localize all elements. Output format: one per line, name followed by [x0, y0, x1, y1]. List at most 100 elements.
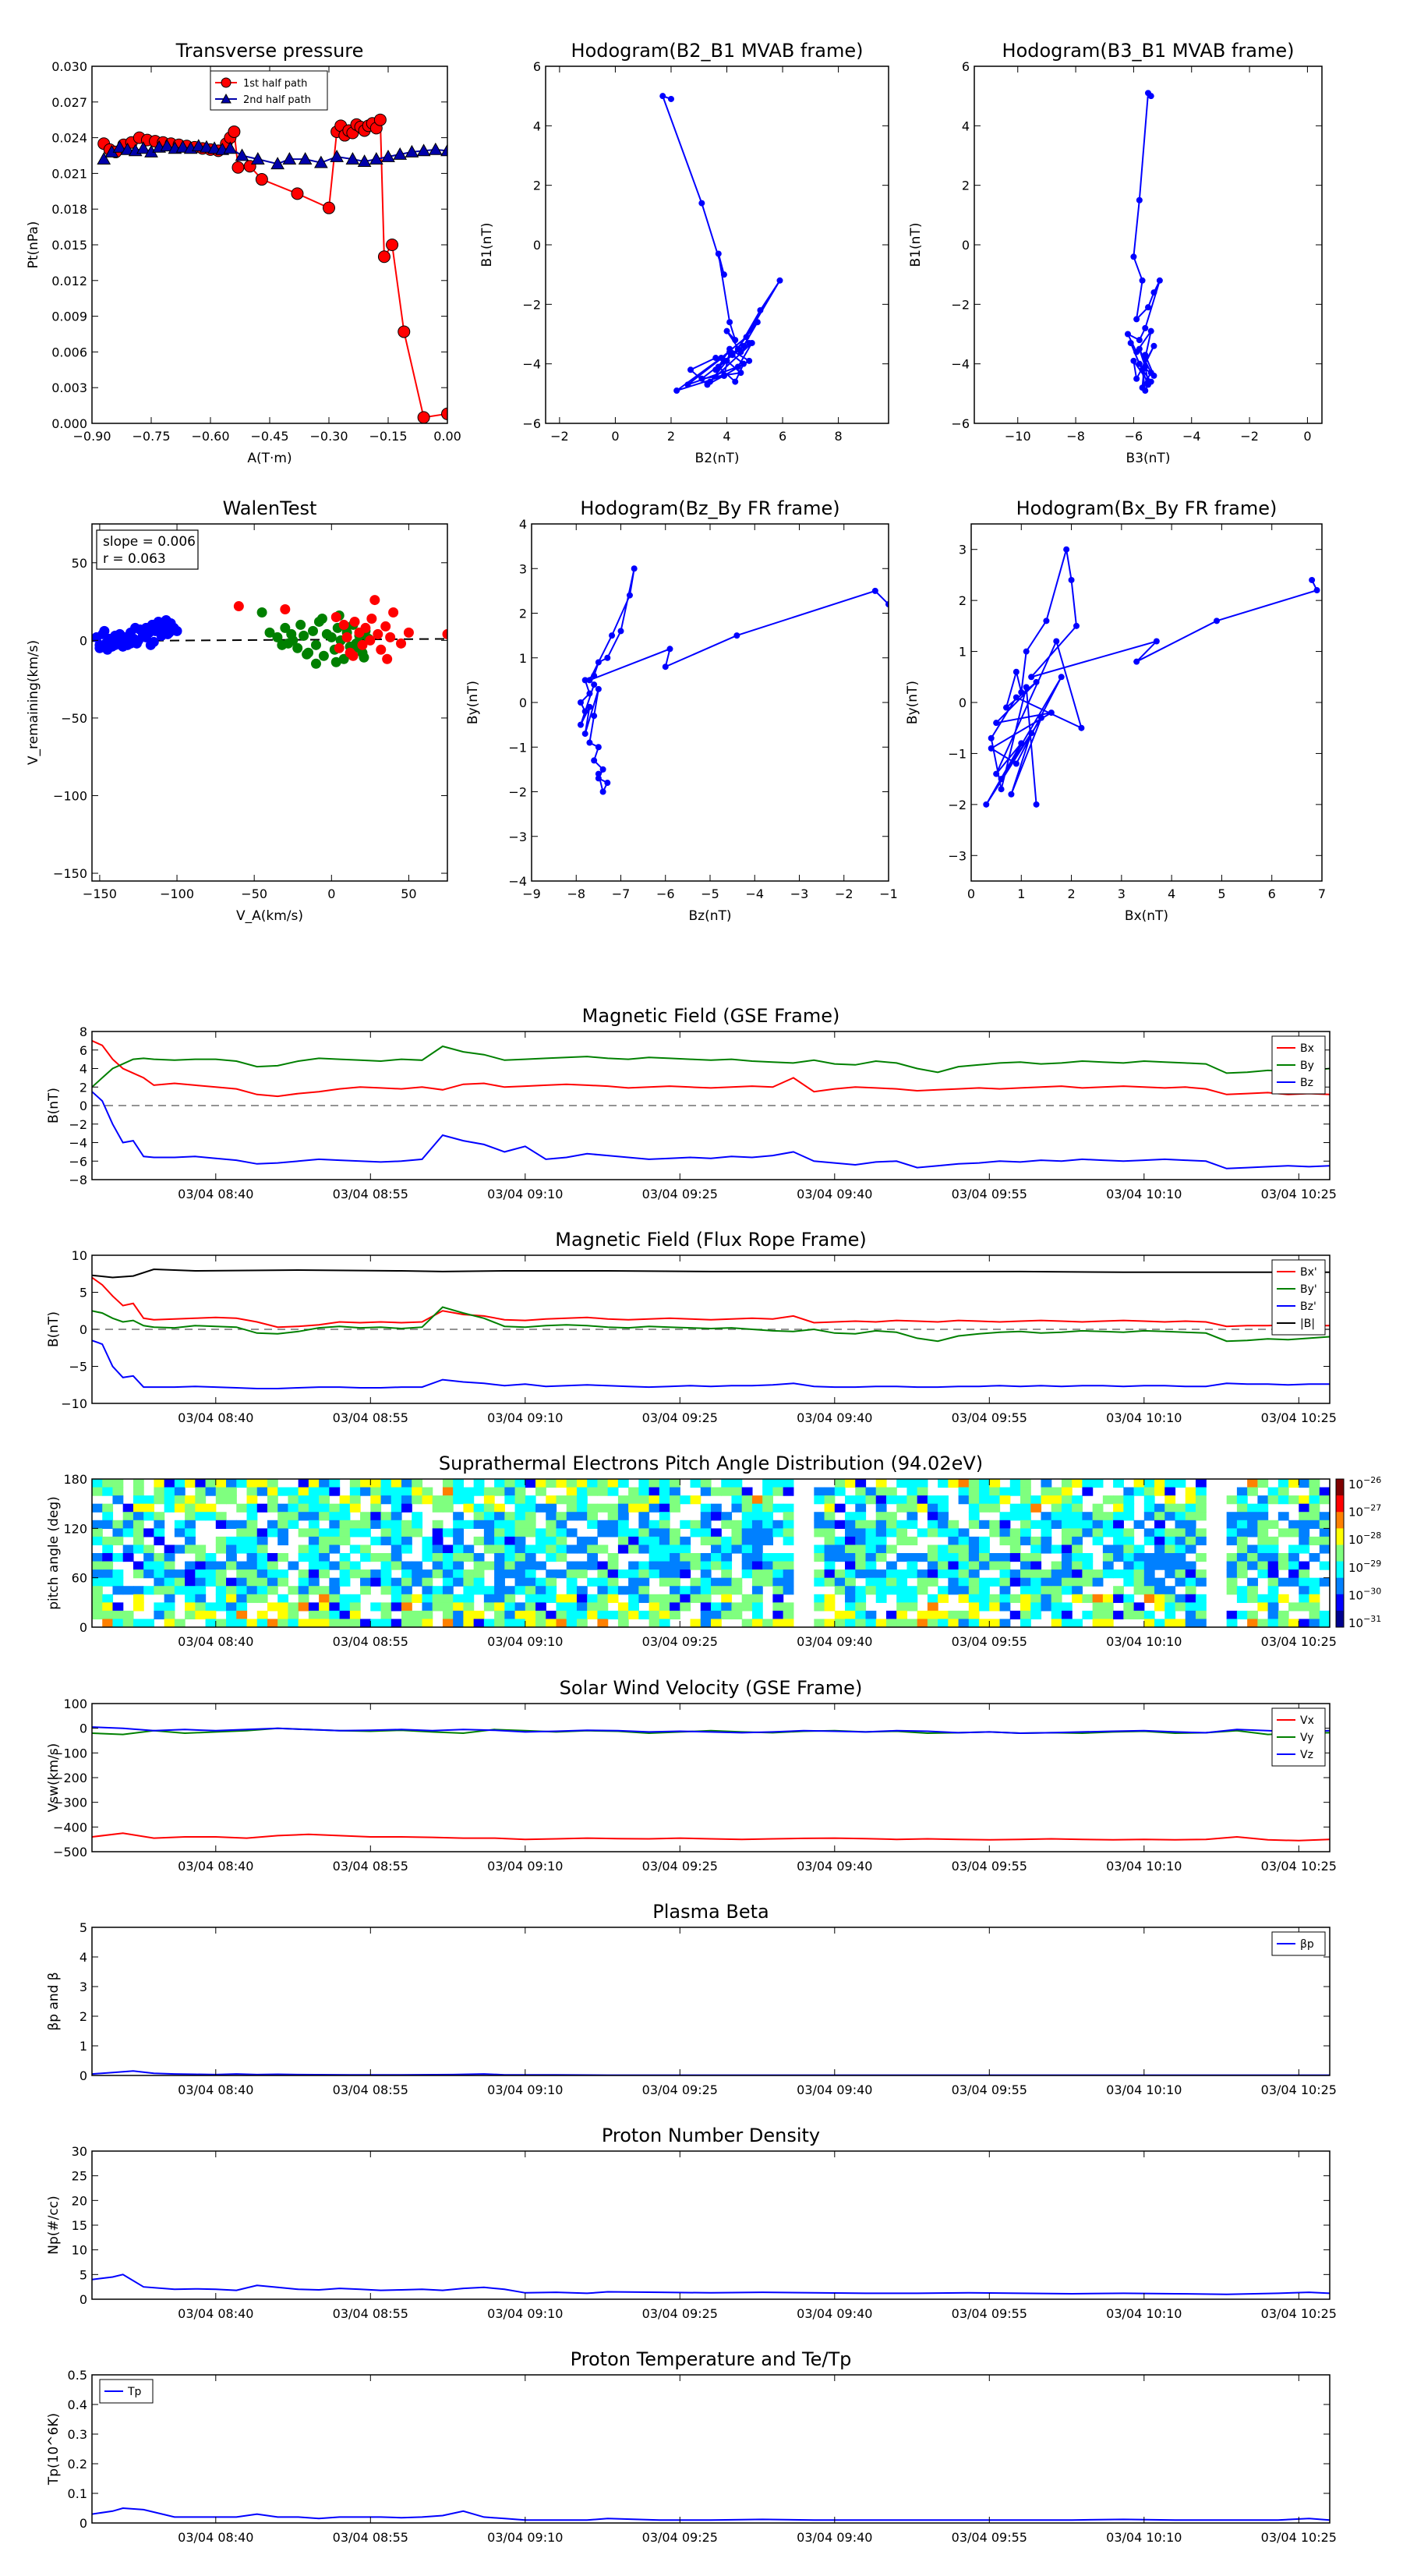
data-point — [1145, 90, 1151, 97]
heatmap-cell — [989, 1503, 1001, 1513]
heatmap-cell — [494, 1619, 505, 1627]
heatmap-cell — [906, 1602, 918, 1612]
heatmap-cell — [783, 1561, 794, 1570]
heatmap-cell — [1267, 1569, 1279, 1579]
heatmap-cell — [1267, 1602, 1279, 1612]
heatmap-cell — [102, 1479, 114, 1488]
heatmap-cell — [1020, 1602, 1031, 1612]
heatmap-cell — [814, 1577, 825, 1587]
data-point — [115, 628, 125, 639]
heatmap-cell — [617, 1503, 629, 1513]
heatmap-cell — [122, 1610, 134, 1620]
heatmap-cell — [845, 1545, 856, 1554]
heatmap-cell — [494, 1520, 505, 1529]
heatmap-cell — [783, 1528, 794, 1537]
heatmap-cell — [896, 1520, 908, 1529]
heatmap-cell — [504, 1487, 516, 1496]
heatmap-cell — [896, 1528, 908, 1537]
heatmap-cell — [102, 1610, 114, 1620]
heatmap-cell — [1123, 1602, 1135, 1612]
heatmap-cell — [185, 1610, 196, 1620]
heatmap-cell — [1267, 1553, 1279, 1562]
heatmap-cell — [453, 1495, 464, 1505]
heatmap-cell — [1164, 1487, 1176, 1496]
heatmap-cell — [979, 1619, 990, 1627]
data-point — [405, 144, 419, 157]
heatmap-cell — [1185, 1586, 1196, 1595]
heatmap-cell — [1009, 1610, 1021, 1620]
heatmap-cell — [277, 1536, 289, 1546]
chart-title: Transverse pressure — [175, 40, 364, 62]
data-point — [97, 152, 111, 165]
heatmap-cell — [1236, 1610, 1248, 1620]
heatmap-cell — [938, 1561, 949, 1570]
y-tick-label: −10 — [61, 1396, 87, 1411]
heatmap-cell — [999, 1487, 1011, 1496]
heatmap-cell — [875, 1553, 887, 1562]
data-point — [734, 345, 741, 352]
x-tick-label: 03/04 09:10 — [487, 2306, 563, 2321]
y-axis-label: βp and β — [46, 1972, 62, 2030]
heatmap-cell — [772, 1503, 784, 1513]
heatmap-cell — [380, 1610, 392, 1620]
heatmap-cell — [349, 1487, 361, 1496]
y-tick-label: −1 — [508, 740, 527, 755]
data-point — [255, 173, 268, 186]
y-tick-label: 0.018 — [51, 202, 87, 217]
heatmap-cell — [1236, 1503, 1248, 1513]
heatmap-cell — [1319, 1610, 1330, 1620]
y-axis-label: Np(#/cc) — [46, 2196, 62, 2254]
heatmap-cell — [154, 1561, 165, 1570]
heatmap-cell — [896, 1479, 908, 1488]
heatmap-cell — [1267, 1495, 1279, 1505]
heatmap-cell — [329, 1512, 341, 1521]
heatmap-cell — [648, 1619, 660, 1627]
x-tick-label: 03/04 09:55 — [952, 1187, 1027, 1201]
heatmap-cell — [617, 1536, 629, 1546]
heatmap-cell — [525, 1602, 536, 1612]
data-point — [740, 360, 747, 367]
heatmap-cell — [277, 1553, 289, 1562]
data-point — [366, 613, 377, 624]
heatmap-cell — [339, 1610, 351, 1620]
x-tick-label: 0 — [967, 886, 975, 901]
heatmap-cell — [1278, 1495, 1289, 1505]
data-point — [1028, 730, 1035, 737]
heatmap-cell — [1102, 1553, 1114, 1562]
heatmap-cell — [1319, 1520, 1330, 1529]
heatmap-cell — [628, 1569, 639, 1579]
heatmap-cell — [236, 1503, 248, 1513]
heatmap-cell — [453, 1619, 464, 1627]
heatmap-cell — [391, 1553, 402, 1562]
heatmap-cell — [556, 1512, 567, 1521]
heatmap-cell — [948, 1610, 959, 1620]
data-point — [235, 148, 249, 161]
heatmap-cell — [154, 1528, 165, 1537]
heatmap-cell — [535, 1594, 546, 1603]
y-axis-label: B(nT) — [46, 1088, 62, 1123]
data-point — [723, 327, 730, 334]
heatmap-cell — [700, 1479, 712, 1488]
data-point — [726, 345, 733, 352]
heatmap-cell — [277, 1512, 289, 1521]
heatmap-cell — [102, 1569, 114, 1579]
data-point — [330, 656, 341, 667]
heatmap-cell — [566, 1561, 578, 1570]
heatmap-cell — [855, 1610, 867, 1620]
x-tick-label: 03/04 09:10 — [487, 1187, 563, 1201]
heatmap-cell — [401, 1479, 412, 1488]
heatmap-cell — [1113, 1545, 1124, 1554]
heatmap-cell — [236, 1536, 248, 1546]
heatmap-cell — [185, 1594, 196, 1603]
heatmap-cell — [422, 1495, 433, 1505]
heatmap-cell — [1123, 1577, 1135, 1587]
heatmap-cell — [1051, 1487, 1062, 1496]
heatmap-cell — [412, 1610, 423, 1620]
x-tick-label: 8 — [835, 429, 843, 444]
heatmap-cell — [504, 1610, 516, 1620]
x-tick-label: 4 — [723, 429, 730, 444]
data-point — [1150, 372, 1157, 379]
heatmap-cell — [751, 1602, 763, 1612]
heatmap-cell — [154, 1586, 165, 1595]
x-tick-label: 03/04 08:40 — [178, 1634, 253, 1649]
